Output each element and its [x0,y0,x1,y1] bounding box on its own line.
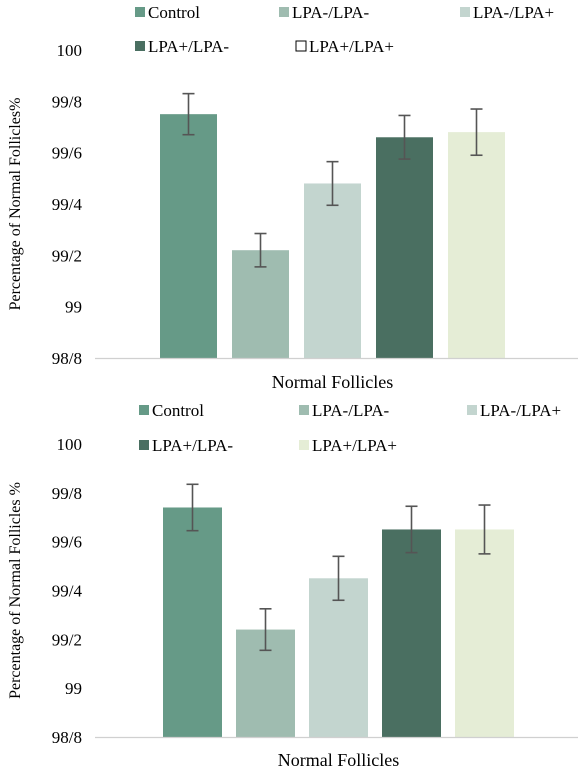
bar-lpa-lpa- [376,137,433,358]
legend-label: LPA-/LPA+ [473,3,554,22]
y-tick-label: 99/8 [52,92,82,111]
legend-label: LPA+/LPA+ [312,436,397,455]
legend-item: LPA-/LPA+ [460,3,554,22]
legend-label: Control [148,3,200,22]
y-tick-label: 99 [65,298,82,317]
y-tick-label: 99/2 [52,630,82,649]
legend-swatch [279,7,289,17]
legend-swatch [135,7,145,17]
y-tick-label: 98/8 [52,349,82,368]
legend-label: LPA+/LPA- [148,37,229,56]
y-tick-label: 99/4 [52,195,83,214]
error-bar [478,504,491,555]
legend-item: LPA+/LPA+ [295,37,394,56]
bar-lpa-lpa- [455,529,514,737]
bar-lpa-lpa- [232,250,289,358]
y-tick-label: 100 [57,41,83,60]
bar-lpa-lpa- [448,132,505,358]
legend-item: Control [139,401,204,420]
legend-label: LPA-/LPA- [292,3,369,22]
legend-label: LPA-/LPA- [312,401,389,420]
y-tick-label: 99 [65,679,82,698]
bar-lpa-lpa- [309,578,368,737]
legend-swatch [139,440,149,450]
error-bar [254,232,267,268]
chart-1: Control LPA-/LPA- LPA-/LPA+ LPA+/LPA- LPA+/L… [7,3,578,392]
bar-lpa-lpa- [304,183,361,358]
y-axis-label: Percentage of Normal Follicles % [7,482,24,699]
legend-swatch [295,40,307,52]
y-axis-label: Percentage of Normal Follicles% [7,98,24,311]
y-tick-label: 99/8 [52,484,82,503]
legend-swatch [467,405,477,415]
bar-lpa-lpa- [382,529,441,737]
legend-item: LPA-/LPA- [299,401,389,420]
error-bar [470,108,483,157]
legend-swatch [299,405,309,415]
legend-label: Control [152,401,204,420]
error-bar [259,608,272,652]
error-bar [186,483,199,532]
x-axis-label: Normal Follicles [272,372,393,392]
legend-item: LPA-/LPA+ [467,401,561,420]
legend-label: LPA-/LPA+ [480,401,561,420]
legend-label: LPA+/LPA- [152,436,233,455]
legend-item: LPA+/LPA+ [299,436,397,455]
legend-item: LPA-/LPA- [279,3,369,22]
y-tick-label: 99/6 [52,144,82,163]
legend-swatch [460,7,470,17]
y-tick-label: 99/4 [52,582,83,601]
legend-swatch [299,440,309,450]
bar-control [163,507,222,737]
legend-swatch [135,41,145,51]
legend-item: LPA+/LPA- [139,436,233,455]
x-axis-label: Normal Follicles [278,750,399,770]
y-tick-label: 98/8 [52,728,82,747]
error-bar [398,114,411,160]
legend-item: Control [135,3,200,22]
legend-item: LPA+/LPA- [135,37,229,56]
y-tick-label: 99/2 [52,246,82,265]
chart-2: Control LPA-/LPA- LPA-/LPA+ LPA+/LPA- LPA+/L… [7,401,578,770]
legend-swatch [139,405,149,415]
error-bar [405,505,418,554]
legend-label: LPA+/LPA+ [309,37,394,56]
error-bar [326,160,339,207]
y-tick-label: 100 [57,435,83,454]
error-bar [182,92,195,136]
bar-control [160,114,217,359]
error-bar [332,555,345,602]
y-tick-label: 99/6 [52,533,82,552]
